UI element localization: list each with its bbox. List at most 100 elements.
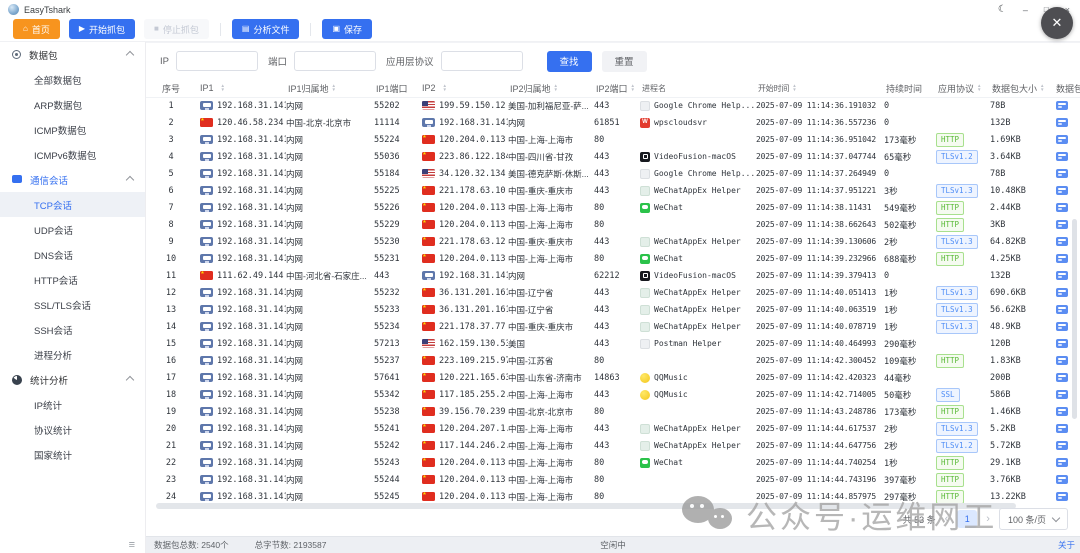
sidebar-item-IP统计[interactable]: IP统计 — [34, 400, 62, 412]
packet-count-icon[interactable] — [1056, 271, 1068, 280]
packet-count-icon[interactable] — [1056, 135, 1068, 144]
packet-count-icon[interactable] — [1056, 118, 1068, 127]
page-size-select[interactable]: 100 条/页 — [998, 508, 1068, 530]
packet-count-icon[interactable] — [1056, 322, 1068, 331]
toolbar-button-stop[interactable]: ■ 停止抓包 — [144, 19, 209, 39]
proto-filter-input[interactable] — [440, 51, 523, 71]
toolbar-button-home[interactable]: ⌂ 首页 — [13, 19, 60, 39]
column-header-应用协议[interactable]: 应用协议 ▲ ▼ — [936, 82, 990, 95]
sidebar-item-全部数据包[interactable]: 全部数据包 — [34, 75, 82, 87]
sidebar-item-TCP会话[interactable]: TCP会话 — [0, 192, 145, 217]
packet-count-icon[interactable] — [1056, 237, 1068, 246]
packet-count-icon[interactable] — [1056, 288, 1068, 297]
packet-count-icon[interactable] — [1056, 152, 1068, 161]
sidebar-item-HTTP会话[interactable]: HTTP会话 — [34, 275, 78, 287]
packet-count-icon[interactable] — [1056, 101, 1068, 110]
sort-icon[interactable]: ▲ ▼ — [553, 83, 558, 92]
packet-count-icon[interactable] — [1056, 305, 1068, 314]
reset-button[interactable]: 重置 — [601, 50, 647, 72]
packet-count-icon[interactable] — [1056, 492, 1068, 501]
packet-count-icon[interactable] — [1056, 169, 1068, 178]
toolbar-button-save[interactable]: ▣ 保存 — [322, 19, 373, 39]
sidebar-item-ICMPv6数据包[interactable]: ICMPv6数据包 — [34, 150, 97, 162]
column-header-数据包大小[interactable]: 数据包大小 ▲ ▼ — [990, 82, 1046, 95]
prev-page-button[interactable]: ‹ — [944, 513, 949, 525]
sort-icon[interactable]: ▲ ▼ — [792, 83, 797, 92]
packet-count-icon[interactable] — [1056, 407, 1068, 416]
packet-count-icon[interactable] — [1056, 475, 1068, 484]
sidebar-item-进程分析[interactable]: 进程分析 — [34, 350, 73, 362]
packet-count-icon[interactable] — [1056, 220, 1068, 229]
search-button[interactable]: 查找 — [546, 50, 592, 72]
table-row[interactable]: 15 192.168.31.141 内网 57213 162.159.130.53 美国 4… — [146, 335, 1080, 352]
packet-count-icon[interactable] — [1056, 356, 1068, 365]
sidebar-item-协议统计[interactable]: 协议统计 — [34, 425, 73, 437]
toolbar-button-analyze[interactable]: ▤ 分析文件 — [231, 19, 300, 39]
sort-icon[interactable]: ▲ ▼ — [977, 83, 982, 92]
packet-count-icon[interactable] — [1056, 458, 1068, 467]
next-page-button[interactable]: › — [986, 513, 990, 525]
ip-filter-input[interactable] — [175, 51, 258, 71]
packet-count-icon[interactable] — [1056, 186, 1068, 195]
sidebar-item-ARP数据包[interactable]: ARP数据包 — [34, 100, 83, 112]
current-page-button[interactable]: 1 — [957, 510, 978, 528]
sidebar-collapse-icon[interactable]: ≡ — [128, 539, 135, 551]
sidebar-item-ICMP数据包[interactable]: ICMP数据包 — [34, 125, 87, 137]
sidebar-item-SSH会话[interactable]: SSH会话 — [34, 325, 73, 337]
column-header-IP2端口[interactable]: IP2端口 ▲ ▼ — [594, 82, 640, 95]
packet-count-icon[interactable] — [1056, 424, 1068, 433]
floating-close-button[interactable]: ✕ — [1041, 7, 1073, 39]
packet-count-icon[interactable] — [1056, 339, 1068, 348]
column-header-IP1归属地[interactable]: IP1归属地 ▲ ▼ — [286, 82, 374, 95]
table-row[interactable]: 5 192.168.31.141 内网 55184 34.120.32.134 美国-德克… — [146, 165, 1080, 182]
packet-count-icon[interactable] — [1056, 441, 1068, 450]
close-button[interactable]: × — [1064, 4, 1070, 15]
horizontal-scrollbar[interactable] — [156, 503, 1016, 509]
column-header-IP2归属地[interactable]: IP2归属地 ▲ ▼ — [508, 82, 594, 95]
about-link[interactable]: 关于 — [1057, 540, 1075, 550]
sort-icon[interactable]: ▲ ▼ — [331, 83, 336, 92]
sort-icon[interactable]: ▲ ▼ — [220, 83, 225, 92]
theme-toggle-icon[interactable]: ☾ — [997, 4, 1007, 15]
column-header-开始时间[interactable]: 开始时间 ▲ ▼ — [756, 83, 884, 94]
sort-icon[interactable]: ▲ ▼ — [630, 83, 635, 92]
sidebar-group-packets[interactable]: 数据包 — [0, 42, 145, 67]
table-row[interactable]: 1 192.168.31.141 内网 55202 199.59.150.12 美国-加利… — [146, 97, 1080, 114]
minimize-button[interactable]: – — [1022, 4, 1028, 15]
column-header-IP2[interactable]: IP2 ▲ ▼ — [418, 83, 508, 93]
vertical-scrollbar[interactable] — [1072, 219, 1077, 419]
packet-count-icon[interactable] — [1056, 390, 1068, 399]
sidebar-item-UDP会话[interactable]: UDP会话 — [34, 225, 74, 237]
sidebar-item-DNS会话[interactable]: DNS会话 — [34, 250, 74, 262]
sort-icon[interactable]: ▲ ▼ — [442, 83, 447, 92]
sidebar-group-sessions[interactable]: 通信会话 — [0, 167, 145, 192]
packet-count-icon[interactable] — [1056, 373, 1068, 382]
sidebar-item-国家统计[interactable]: 国家统计 — [34, 450, 73, 462]
port-filter-input[interactable] — [294, 51, 376, 71]
toolbar-button-start[interactable]: ▶ 开始抓包 — [68, 19, 136, 39]
packet-count-icon[interactable] — [1056, 203, 1068, 212]
sidebar-group-stats[interactable]: 统计分析 — [0, 367, 145, 392]
packet-count-icon[interactable] — [1056, 254, 1068, 263]
